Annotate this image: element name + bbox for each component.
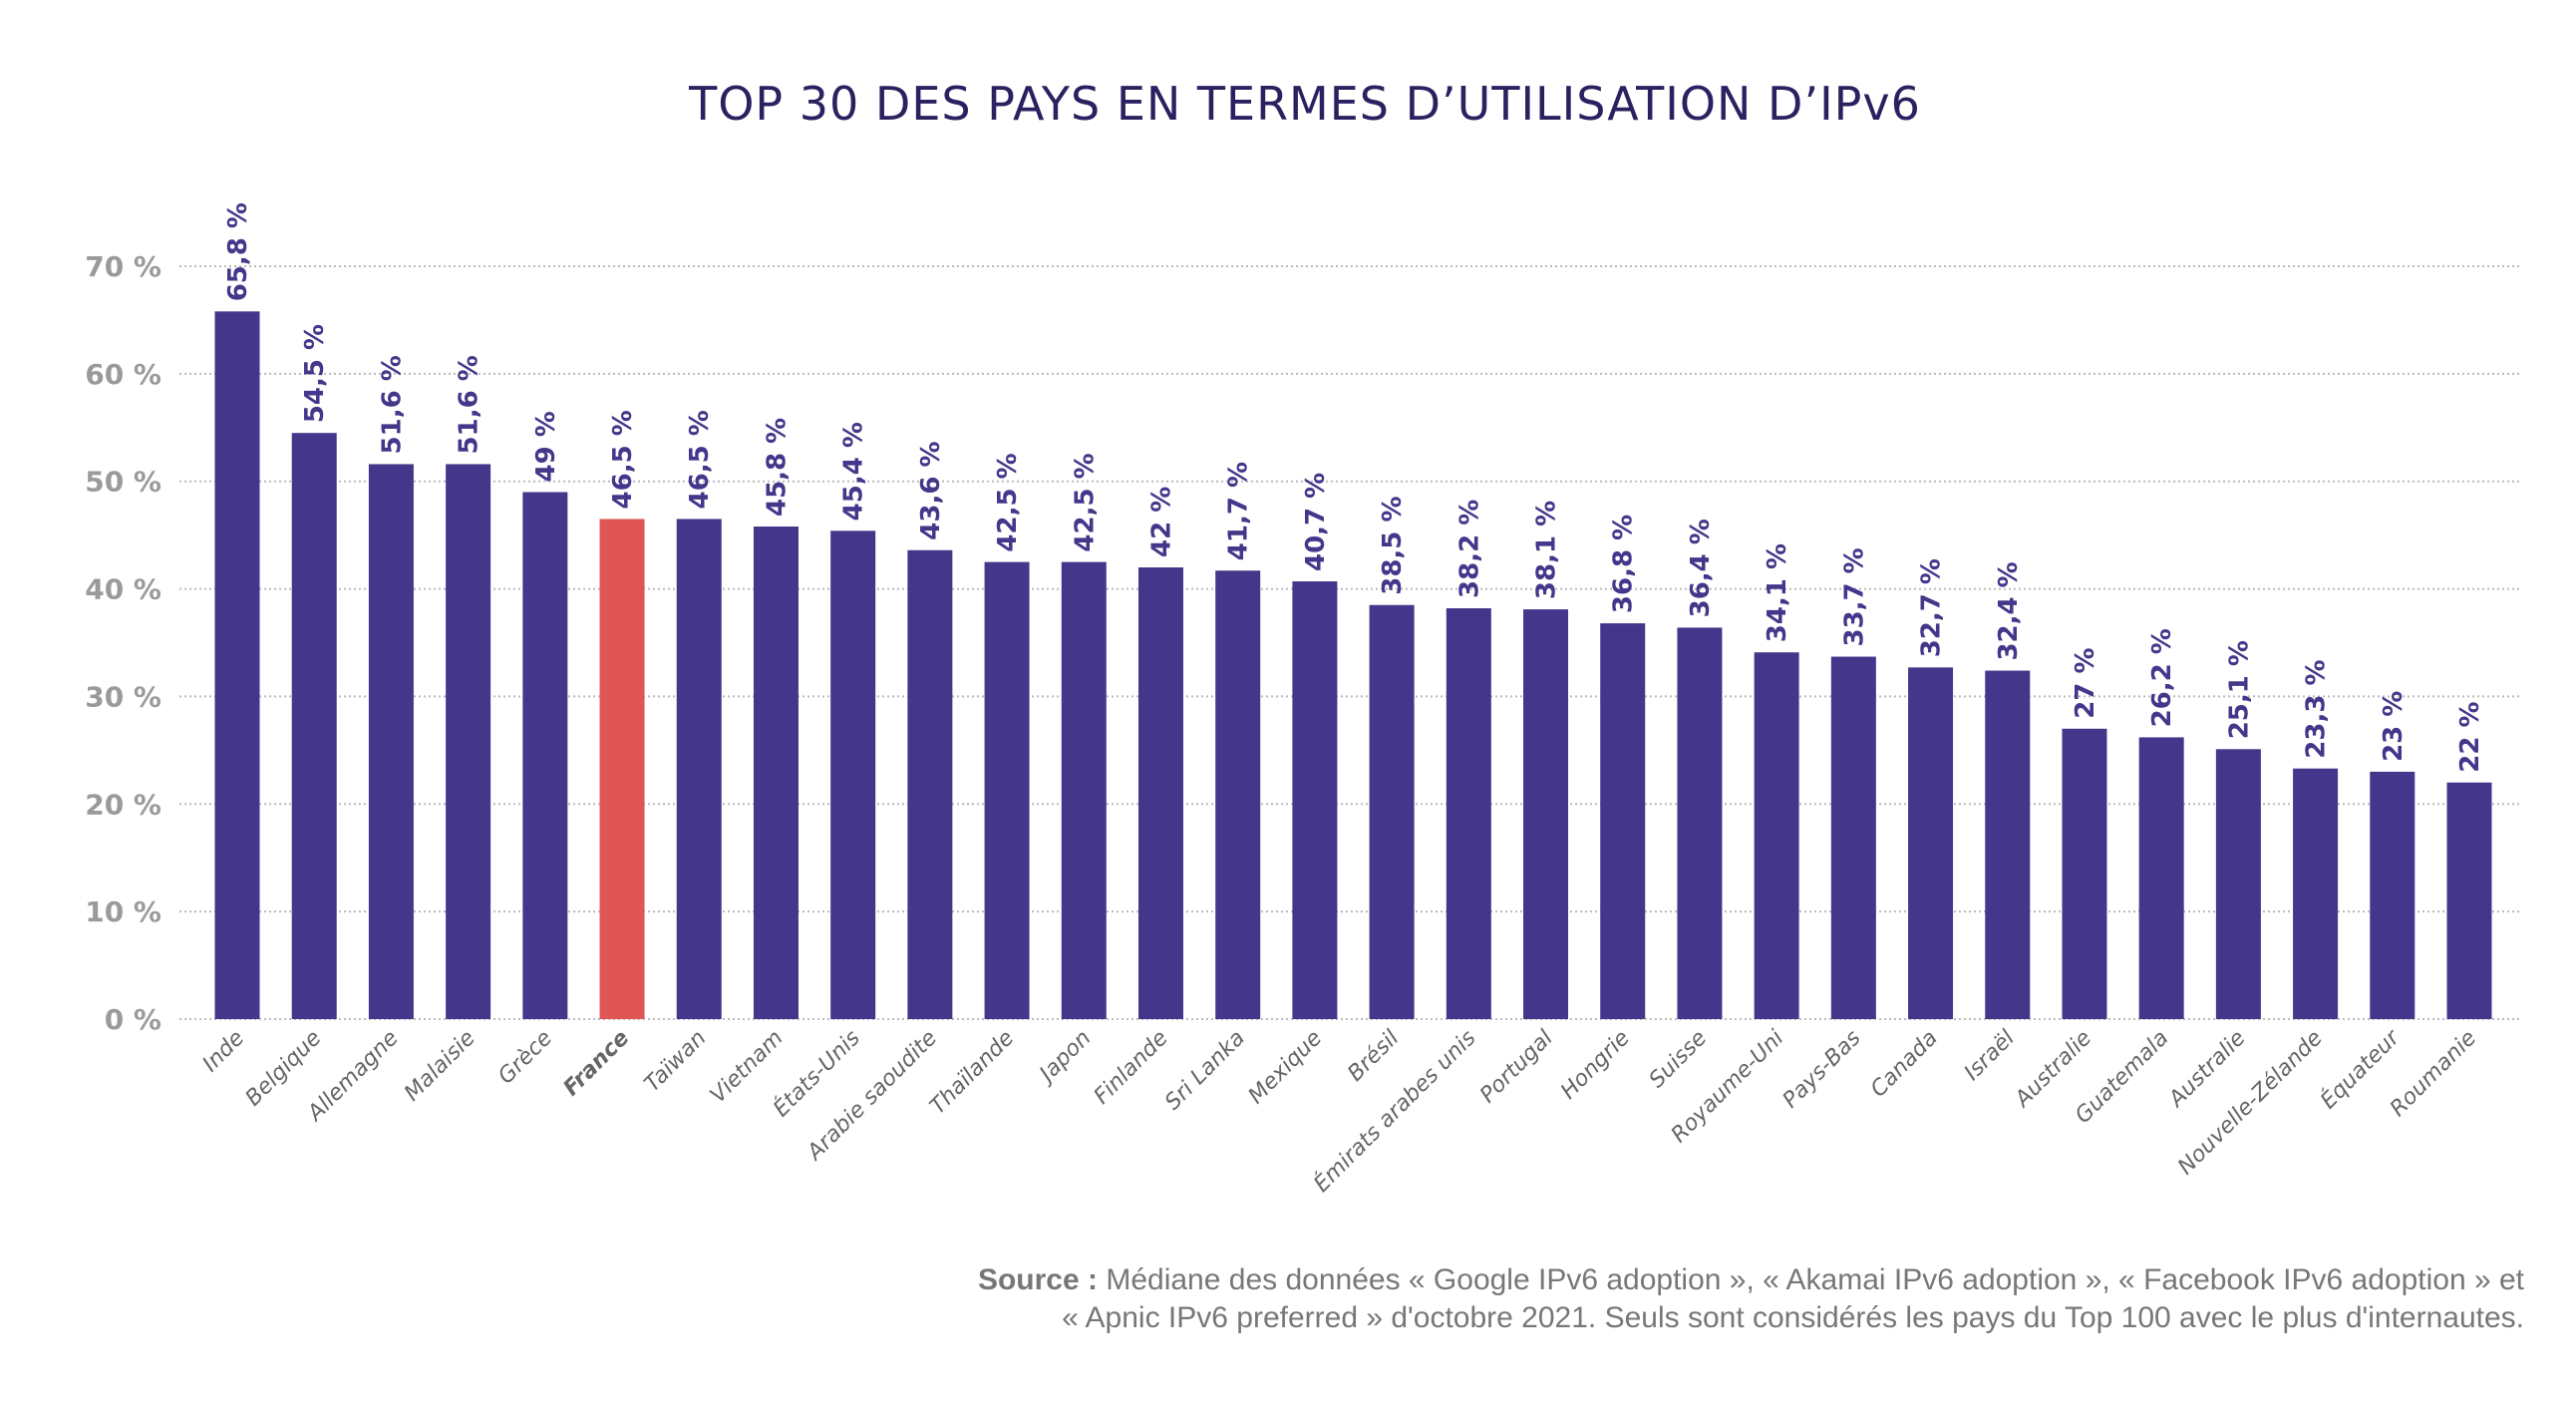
- value-label: 33,7 %: [1839, 547, 1869, 646]
- bar-mexique: [1292, 581, 1338, 1019]
- x-tick-label: Suisse: [1645, 1026, 1713, 1094]
- value-label: 46,5 %: [608, 410, 638, 509]
- y-tick-label: 0 %: [105, 1003, 161, 1036]
- bar-suisse: [1677, 627, 1723, 1019]
- bar-belgique: [291, 433, 337, 1019]
- y-tick-label: 70 %: [85, 250, 161, 283]
- value-label: 38,1 %: [1532, 501, 1562, 599]
- value-label: 32,4 %: [1994, 561, 2024, 660]
- bar-canada: [1908, 667, 1954, 1019]
- bar-allemagne: [368, 464, 414, 1019]
- value-label: 27 %: [2071, 647, 2100, 718]
- x-tick-label: Malaisie: [400, 1026, 481, 1107]
- bar-sri-lanka: [1215, 570, 1261, 1019]
- chart-title: TOP 30 DES PAYS EN TERMES D’UTILISATION …: [688, 77, 1921, 131]
- x-tick-label: Pays-Bas: [1778, 1026, 1866, 1114]
- bar-australie: [2215, 749, 2261, 1019]
- y-tick-label: 30 %: [85, 680, 161, 713]
- bar-australie: [2062, 728, 2107, 1019]
- source-text-line2: « Apnic IPv6 preferred » d'octobre 2021.…: [1062, 1301, 2524, 1334]
- y-tick-label: 20 %: [85, 788, 161, 821]
- x-tick-label: Brésil: [1343, 1026, 1404, 1087]
- gridlines: [179, 265, 2520, 1020]
- bar-portugal: [1523, 609, 1569, 1019]
- bar-france: [599, 519, 645, 1019]
- x-tick-label: Canada: [1866, 1026, 1943, 1103]
- x-tick-label: Inde: [198, 1026, 250, 1078]
- value-label: 42,5 %: [1070, 453, 1100, 551]
- x-tick-label: Israël: [1960, 1026, 2020, 1086]
- x-tick-label: Hongrie: [1556, 1026, 1635, 1105]
- bar-vietnam: [753, 527, 799, 1019]
- value-label: 32,7 %: [1917, 558, 1947, 657]
- value-label: 36,4 %: [1686, 519, 1716, 617]
- bar-malaisie: [446, 464, 491, 1019]
- value-labels: 65,8 % 54,5 % 51,6 % 51,6 % 49 % 46,5 % 46,5 %…: [223, 202, 2485, 773]
- x-tick-label: Japon: [1033, 1026, 1097, 1090]
- value-label: 65,8 %: [223, 202, 253, 301]
- y-tick-label: 10 %: [85, 895, 161, 928]
- bar-brésil: [1369, 604, 1415, 1019]
- source-text-line1: Médiane des données « Google IPv6 adopti…: [1106, 1263, 2524, 1296]
- x-tick-label: Taïwan: [640, 1026, 712, 1098]
- bars: [214, 311, 2492, 1019]
- bar-états-unis: [830, 531, 876, 1019]
- x-tick-label: Vietnam: [706, 1026, 789, 1109]
- value-label: 45,8 %: [762, 418, 792, 517]
- x-tick-label: Thaïlande: [925, 1026, 1019, 1120]
- bar-arabie-saoudite: [907, 549, 953, 1019]
- x-tick-label: Sri Lanka: [1160, 1026, 1250, 1116]
- value-label: 23 %: [2379, 691, 2409, 762]
- value-label: 42,5 %: [993, 453, 1023, 551]
- bar-thaïlande: [984, 561, 1030, 1019]
- value-label: 38,2 %: [1454, 500, 1484, 598]
- value-label: 23,3 %: [2302, 659, 2332, 758]
- bar-pays-bas: [1830, 656, 1876, 1019]
- value-label: 22 %: [2455, 701, 2485, 772]
- x-tick-label: Arabie saoudite: [802, 1026, 942, 1167]
- y-tick-label: 60 %: [85, 358, 161, 391]
- value-label: 34,1 %: [1763, 543, 1792, 642]
- bar-hongrie: [1600, 623, 1646, 1019]
- value-label: 41,7 %: [1224, 462, 1254, 560]
- y-axis: 0 % 10 % 20 % 30 % 40 % 50 % 60 % 70 %: [85, 250, 161, 1036]
- bar-royaume-uni: [1754, 652, 1799, 1019]
- x-tick-label: France: [559, 1026, 635, 1102]
- value-label: 54,5 %: [300, 324, 330, 423]
- bar-nouvelle-zélande: [2293, 768, 2339, 1019]
- bar-israël: [1985, 670, 2031, 1019]
- value-label: 36,8 %: [1609, 515, 1639, 613]
- y-tick-label: 50 %: [85, 466, 161, 499]
- source-label: Source :: [977, 1263, 1098, 1296]
- value-label: 26,2 %: [2147, 628, 2177, 727]
- bar-inde: [214, 311, 260, 1019]
- x-tick-label: Mexique: [1244, 1026, 1328, 1110]
- x-tick-label: Portugal: [1475, 1026, 1558, 1109]
- y-tick-label: 40 %: [85, 573, 161, 606]
- value-label: 49 %: [531, 411, 561, 482]
- value-label: 43,6 %: [916, 441, 946, 539]
- value-label: 25,1 %: [2224, 640, 2254, 739]
- value-label: 46,5 %: [685, 410, 715, 509]
- bar-émirats-arabes-unis: [1446, 607, 1491, 1019]
- bar-roumanie: [2446, 782, 2492, 1019]
- value-label: 40,7 %: [1301, 473, 1331, 571]
- value-label: 38,5 %: [1378, 496, 1408, 594]
- value-label: 45,4 %: [839, 422, 869, 521]
- x-tick-label: Grèce: [493, 1026, 557, 1090]
- bar-grèce: [522, 492, 568, 1019]
- value-label: 51,6 %: [377, 355, 407, 454]
- x-tick-label: Nouvelle-Zélande: [2173, 1026, 2328, 1181]
- bar-japon: [1061, 561, 1107, 1019]
- bar-équateur: [2370, 771, 2415, 1019]
- value-label: 51,6 %: [455, 355, 484, 454]
- bar-taïwan: [676, 519, 722, 1019]
- bar-guatemala: [2138, 737, 2184, 1019]
- source-note: Source : Médiane des données « Google IP…: [978, 1261, 2524, 1337]
- value-label: 42 %: [1146, 487, 1176, 557]
- bar-finlande: [1137, 567, 1183, 1019]
